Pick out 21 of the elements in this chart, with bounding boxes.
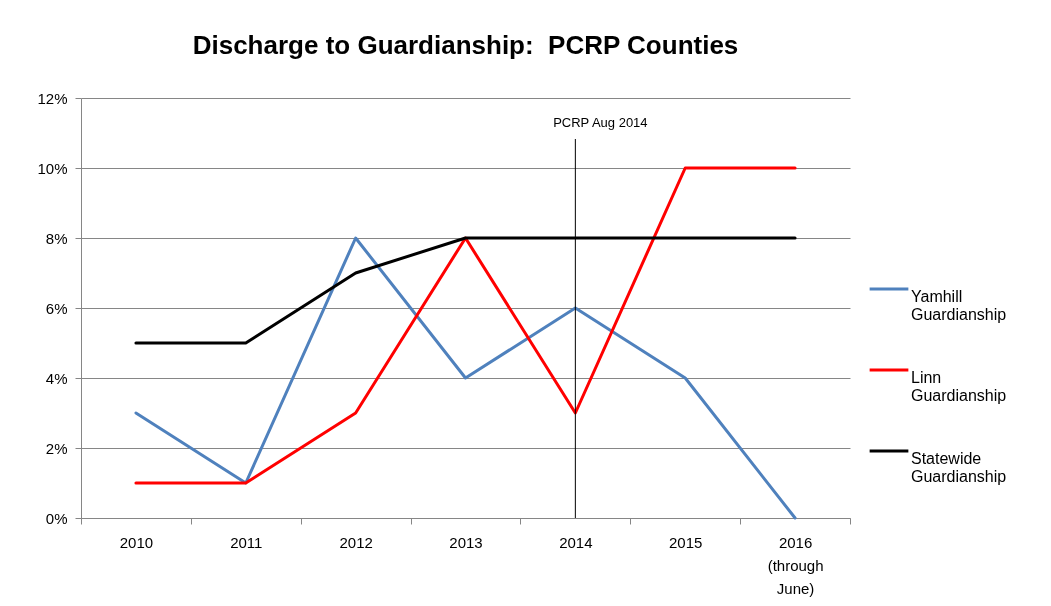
- y-tick-label: 12%: [37, 89, 68, 107]
- x-tick-label: 2016 (through June): [767, 533, 824, 597]
- chart-title: Discharge to Guardianship: PCRP Counties: [192, 30, 739, 60]
- x-tick-label: 2013: [449, 533, 483, 551]
- ref-line-label: PCRP Aug 2014: [553, 115, 648, 130]
- y-tick-label: 10%: [37, 159, 68, 177]
- x-tick-label: 2014: [559, 533, 593, 551]
- legend-label: Statewide Guardianship: [911, 450, 1007, 486]
- x-tick-label: 2015: [669, 533, 703, 551]
- y-tick-label: 8%: [45, 229, 68, 247]
- line-series: [134, 166, 797, 485]
- x-tick-label: 2011: [230, 533, 263, 551]
- legend-label: Yamhill Guardianship: [911, 288, 1007, 324]
- legend-label: Linn Guardianship: [911, 369, 1007, 405]
- y-tick-label: 4%: [45, 369, 68, 387]
- y-tick-label: 6%: [45, 299, 68, 317]
- x-tick-label: 2012: [339, 533, 373, 551]
- y-tick-label: 2%: [45, 439, 68, 457]
- y-tick-label: 0%: [45, 509, 68, 527]
- x-tick-label: 2010: [119, 533, 154, 551]
- line-series: [134, 236, 797, 520]
